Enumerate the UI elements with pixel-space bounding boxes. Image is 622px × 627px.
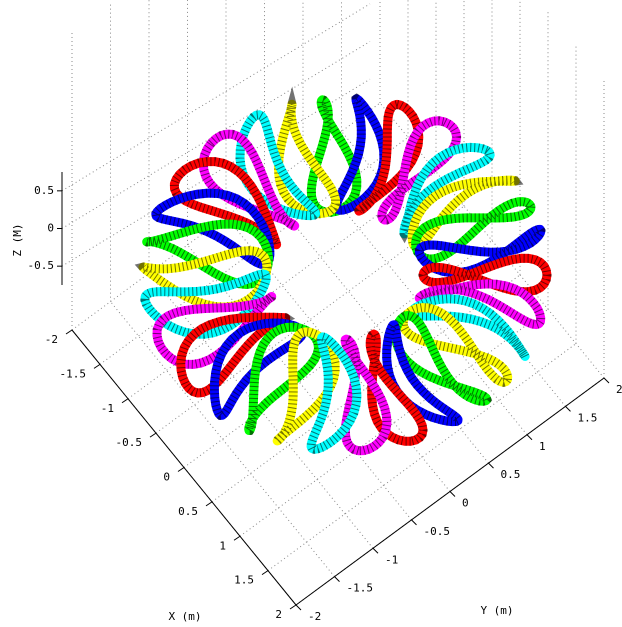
y-tick-label: -2 (308, 610, 321, 623)
x-axis-label: X (m) (168, 610, 201, 623)
x-tick-label: 1 (219, 539, 226, 552)
x-tick (206, 502, 212, 506)
y-tick (335, 577, 340, 582)
y-axis-label: Y (m) (480, 604, 513, 617)
y-tick-label: -1 (385, 553, 398, 566)
y-tick-label: -0.5 (424, 525, 451, 538)
y-tick (527, 435, 532, 440)
y-tick (604, 378, 609, 383)
y-tick (450, 492, 455, 497)
y-tick (566, 406, 571, 411)
y-tick-label: 0 (462, 497, 469, 510)
y-tick (373, 548, 378, 553)
x-tick (262, 571, 268, 575)
x-tick-label: 2 (275, 608, 282, 621)
y-tick-label: 0.5 (501, 468, 521, 481)
y-tick-label: 1.5 (578, 411, 598, 424)
x-tick (178, 468, 184, 472)
z-axis-label: Z (M) (11, 223, 24, 256)
x-tick (150, 433, 156, 437)
x-tick (234, 536, 240, 540)
chart: Z (M) X (m) Y (m) -2 -1.5 -1 -0.5 0 0.5 1 1.5 2 -… (0, 0, 622, 627)
y-tick-label: -1.5 (347, 582, 374, 595)
x-tick-label: -2 (45, 333, 58, 346)
coils (143, 99, 547, 451)
x-tick-label: 1.5 (234, 574, 254, 587)
y-tick (489, 463, 494, 468)
x-tick-label: 0 (163, 471, 170, 484)
x-tick-label: 0.5 (178, 505, 198, 518)
x-tick-label: -1.5 (60, 367, 87, 380)
x-tick (66, 330, 72, 334)
y-tick (412, 520, 417, 525)
z-tick-label: -0.5 (28, 259, 55, 272)
x-tick-label: -0.5 (116, 436, 143, 449)
y-tick-label: 2 (616, 383, 622, 396)
y-tick (296, 605, 301, 610)
z-tick-label: 0 (47, 222, 54, 235)
y-tick-label: 1 (539, 440, 546, 453)
x-tick (290, 605, 296, 609)
z-tick-label: 0.5 (34, 184, 54, 197)
x-tick (94, 364, 100, 368)
x-tick (122, 399, 128, 403)
x-tick-label: -1 (101, 402, 114, 415)
